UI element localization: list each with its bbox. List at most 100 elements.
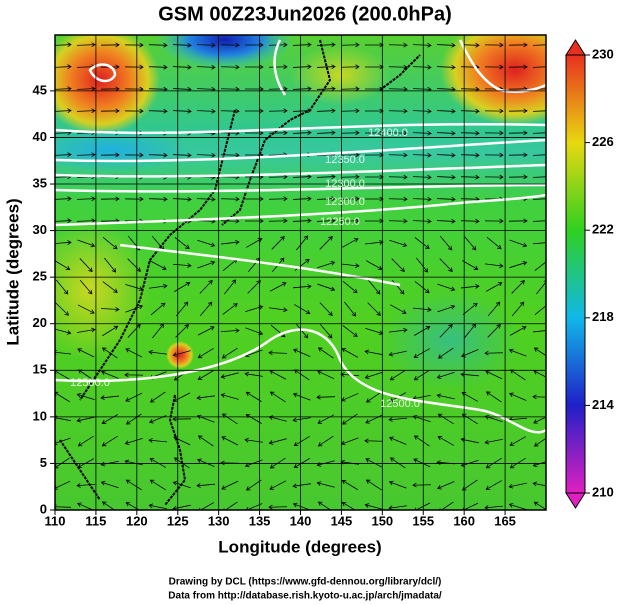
streamline-arrow (532, 66, 546, 68)
streamline-arrow (268, 108, 288, 114)
streamline-arrow (220, 328, 240, 334)
contour-label: 12250.0 (320, 216, 360, 228)
streamline-arrow (341, 413, 358, 425)
streamline-arrow (244, 196, 264, 202)
streamline-arrow (485, 370, 503, 380)
streamline-arrow (412, 482, 432, 488)
axes: 110 115 120 125 130 135 140 145 150 155 160 165 0 5 10… (33, 82, 516, 528)
streamline-arrow (461, 479, 478, 491)
coastline (164, 394, 187, 506)
streamline-arrow (100, 196, 120, 202)
streamline-arrow (292, 392, 311, 401)
streamline-arrow (55, 86, 72, 92)
contour (55, 183, 546, 193)
streamline-arrow (268, 218, 288, 224)
streamline-arrow (317, 435, 334, 447)
streamline-arrow (148, 349, 167, 355)
streamline-arrow (319, 236, 333, 250)
streamline-arrow (414, 281, 430, 294)
streamline-arrow (224, 279, 237, 295)
streamline-arrow (388, 130, 408, 136)
streamline-arrow (487, 301, 501, 317)
streamline-arrow (100, 370, 119, 379)
streamline-arrow (55, 218, 72, 224)
streamline-arrow (534, 303, 546, 315)
contour-label: 12300.0 (325, 196, 365, 208)
streamline-arrow (220, 393, 239, 400)
streamline-arrow (436, 174, 456, 180)
streamline-arrow (292, 108, 312, 114)
cold-area (155, 35, 295, 70)
streamline-arrow (197, 239, 216, 248)
streamline-arrow (412, 42, 432, 48)
streamline-arrow (244, 86, 264, 92)
streamline-arrow (364, 349, 383, 356)
streamline-arrow (76, 152, 96, 158)
streamline-arrow (388, 174, 408, 180)
streamline-arrow (533, 437, 546, 447)
streamline-arrow (364, 42, 384, 48)
streamline-arrow (76, 483, 96, 488)
streamline-arrow (413, 369, 430, 381)
contour-labels: 12400.0 12350.0 12300.0 12250.0 12300.0 12500… (70, 127, 420, 410)
warm-area (55, 35, 160, 135)
streamline-arrow (196, 64, 216, 70)
streamline-arrow (172, 416, 192, 422)
streamline-arrow (124, 372, 144, 378)
streamline-arrow (412, 152, 432, 158)
streamline-arrow (77, 348, 95, 358)
streamline-arrow (511, 301, 525, 317)
streamline-arrow (245, 391, 262, 403)
streamline-arrow (100, 306, 120, 312)
contour-label: 12400.0 (368, 127, 408, 139)
streamline-arrow (76, 218, 96, 224)
streamline-arrow (100, 480, 119, 489)
streamline-arrow (124, 86, 144, 92)
streamline-arrow (436, 152, 456, 158)
streamline-arrow (532, 242, 546, 245)
streamline-arrow (316, 108, 336, 114)
streamline-arrow (293, 435, 310, 447)
streamline-arrow (534, 259, 546, 271)
y-tick-label: 25 (33, 269, 47, 284)
streamline-arrow (77, 304, 95, 314)
streamline-arrow (316, 196, 336, 202)
streamline-arrow (172, 196, 192, 202)
streamline-arrow (100, 86, 120, 92)
streamline-arrow (508, 42, 528, 48)
credit: Data from http://database.rish.kyoto-u.a… (168, 591, 442, 602)
streamline-arrow (244, 218, 264, 224)
streamline-arrow (76, 416, 95, 423)
streamline-arrow (125, 413, 142, 425)
coastline (221, 39, 332, 226)
streamline-arrow (295, 323, 309, 339)
streamline-arrow (199, 279, 213, 294)
streamline-arrow (292, 174, 312, 180)
warm-area (290, 45, 390, 105)
streamline-arrow (484, 42, 504, 48)
streamline-arrow (55, 196, 72, 202)
streamline-arrow (389, 239, 408, 248)
streamline-arrow (150, 302, 166, 316)
streamline-arrow (484, 350, 504, 356)
streamline-arrow (511, 280, 525, 294)
streamline-arrow (55, 240, 72, 245)
streamline-arrow (436, 481, 455, 490)
x-tick-label: 140 (290, 513, 312, 528)
streamline-arrow (414, 326, 431, 336)
streamline-arrow (174, 237, 190, 250)
streamline-arrow (388, 64, 408, 70)
streamline-arrow (436, 393, 455, 400)
streamline-arrow (124, 459, 143, 466)
streamline-arrow (389, 304, 407, 314)
colorbar-tick-label: 214 (592, 397, 614, 412)
streamline-arrow (292, 42, 312, 48)
streamline-arrow (533, 501, 546, 510)
streamline-arrow (437, 304, 456, 313)
streamline-arrow (316, 218, 336, 224)
streamline-arrow (389, 457, 406, 469)
streamline-arrow (148, 503, 167, 510)
colorbar-max-arrow (565, 39, 586, 56)
streamline-arrow (269, 457, 286, 469)
streamline-arrow (364, 64, 384, 70)
